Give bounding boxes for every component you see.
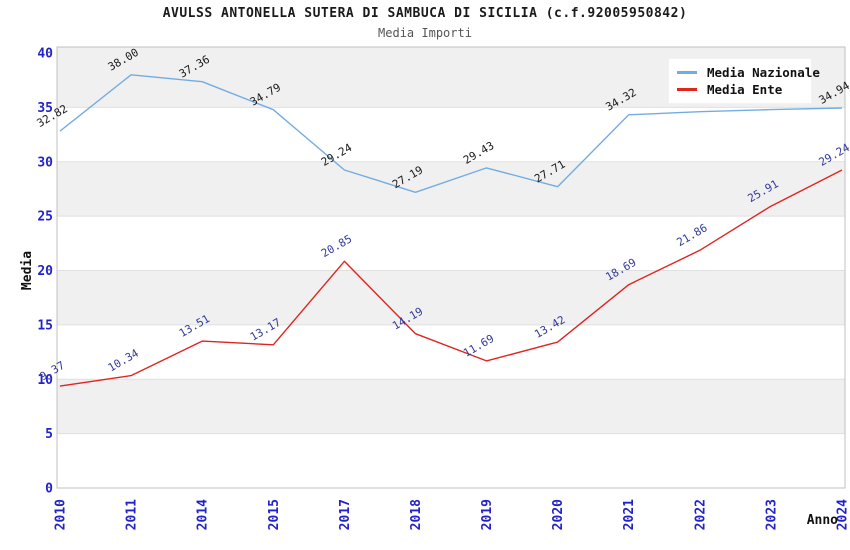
- x-tick-label: 2019: [480, 499, 495, 530]
- legend-item-media-ente: Media Ente: [677, 81, 811, 98]
- y-axis-title: Media: [20, 251, 35, 290]
- x-tick-label: 2022: [693, 499, 708, 530]
- y-tick-label: 0: [45, 482, 53, 497]
- y-tick-label: 10: [37, 373, 53, 388]
- media-ente-line-swatch: [677, 88, 697, 91]
- x-tick-label: 2017: [338, 499, 353, 530]
- chart-subtitle: Media Importi: [378, 26, 472, 40]
- x-tick-label: 2015: [267, 499, 282, 530]
- grid-band: [57, 216, 845, 271]
- chart-title: AVULSS ANTONELLA SUTERA DI SAMBUCA DI SI…: [162, 6, 688, 21]
- plot-border: [56, 46, 846, 489]
- y-tick-label: 25: [37, 210, 53, 225]
- legend-label-media-nazionale: Media Nazionale: [707, 65, 820, 80]
- x-tick-label: 2010: [54, 499, 69, 530]
- grid-band: [57, 324, 845, 380]
- x-axis-title: Anno: [807, 513, 838, 528]
- legend: Media Nazionale Media Ente: [668, 58, 820, 104]
- series-line-media-ente: [59, 169, 843, 387]
- y-tick-label: 15: [37, 318, 53, 333]
- y-tick-label: 40: [37, 47, 53, 62]
- x-tick-label: 2023: [764, 499, 779, 530]
- media-nazionale-line-swatch: [677, 71, 697, 74]
- legend-item-media-nazionale: Media Nazionale: [677, 64, 820, 81]
- x-tick-label: 2018: [409, 499, 424, 530]
- legend-label-media-ente: Media Ente: [707, 82, 783, 97]
- x-tick-label: 2024: [836, 499, 850, 530]
- grid-band: [57, 270, 845, 325]
- series-line-media-nazionale: [59, 74, 843, 194]
- y-tick-label: 30: [37, 155, 53, 170]
- grid-band: [57, 379, 845, 434]
- grid-band: [57, 107, 845, 162]
- x-tick-label: 2014: [196, 499, 211, 530]
- y-tick-label: 20: [37, 264, 53, 279]
- y-tick-label: 5: [45, 427, 53, 442]
- y-tick-label: 35: [37, 101, 53, 116]
- x-tick-label: 2011: [125, 499, 140, 530]
- grid-band: [57, 161, 845, 217]
- grid-band: [57, 433, 845, 488]
- x-tick-label: 2021: [622, 499, 637, 530]
- x-tick-label: 2020: [551, 499, 566, 530]
